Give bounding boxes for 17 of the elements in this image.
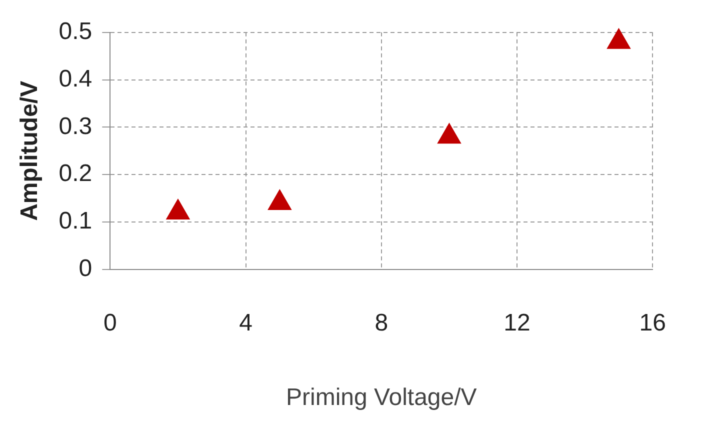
point — [268, 190, 292, 210]
y-tick-label: 0.1 — [58, 208, 92, 235]
y-tick-label: 0.3 — [58, 112, 92, 140]
x-tick-label: 12 — [504, 309, 530, 336]
y-tick-label: 0.5 — [58, 18, 92, 46]
y-tick-label: 0 — [78, 255, 92, 282]
point — [166, 199, 190, 220]
x-tick-label: 4 — [239, 309, 252, 336]
y-tick-label: 0.4 — [58, 65, 92, 92]
point — [606, 28, 631, 49]
y-tick-label: 0.2 — [58, 160, 92, 188]
y-axis-title: Amplitude/V — [16, 80, 44, 221]
x-tick-label: 8 — [374, 309, 388, 336]
x-axis-title: Priming Voltage/V — [286, 384, 477, 412]
x-tick-label: 0 — [103, 309, 117, 336]
point — [437, 123, 461, 144]
x-tick-label: 16 — [639, 309, 666, 336]
